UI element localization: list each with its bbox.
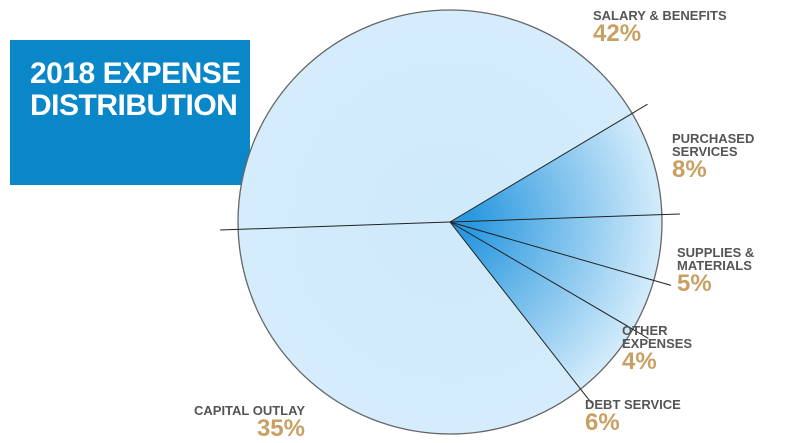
value-label: 4% [622, 348, 657, 375]
slice-label: SALARY & BENEFITS 42% [593, 9, 727, 46]
category-label: CAPITAL OUTLAY [194, 403, 305, 418]
pie-slice [450, 113, 662, 222]
category-label: SUPPLIES & MATERIALS [677, 245, 755, 273]
slice-boundary [449, 103, 648, 223]
slice-label: OTHER EXPENSES 4% [622, 324, 712, 374]
slice-boundary [449, 213, 680, 223]
slice-boundary [449, 221, 649, 339]
title-box [10, 40, 250, 185]
pie-slice [450, 222, 633, 390]
pie-slice [238, 9, 633, 230]
pie-slice [450, 222, 654, 330]
category-label: DEBT SERVICE [585, 397, 681, 412]
value-label: 42% [593, 20, 642, 47]
slice-boundary [449, 221, 672, 286]
slice-label: CAPITAL OUTLAY 35% [150, 404, 305, 441]
value-label: 8% [672, 156, 707, 183]
category-label: OTHER EXPENSES [622, 323, 693, 351]
value-label: 6% [585, 409, 620, 436]
slice-label: DEBT SERVICE 6% [585, 398, 681, 435]
slice-label: PURCHASED SERVICES 8% [672, 132, 782, 182]
category-label: PURCHASED SERVICES [672, 131, 755, 159]
slice-boundary [220, 221, 451, 231]
value-label: 5% [677, 270, 712, 297]
slice-label: SUPPLIES & MATERIALS 5% [677, 246, 787, 296]
value-label: 35% [256, 415, 305, 442]
pie-slice [238, 222, 581, 434]
slice-boundary [449, 221, 592, 404]
pie-outline [237, 9, 663, 435]
chart-title: 2018 EXPENSE DISTRIBUTION [30, 57, 241, 122]
category-label: SALARY & BENEFITS [593, 8, 727, 23]
pie-slice [450, 214, 662, 281]
